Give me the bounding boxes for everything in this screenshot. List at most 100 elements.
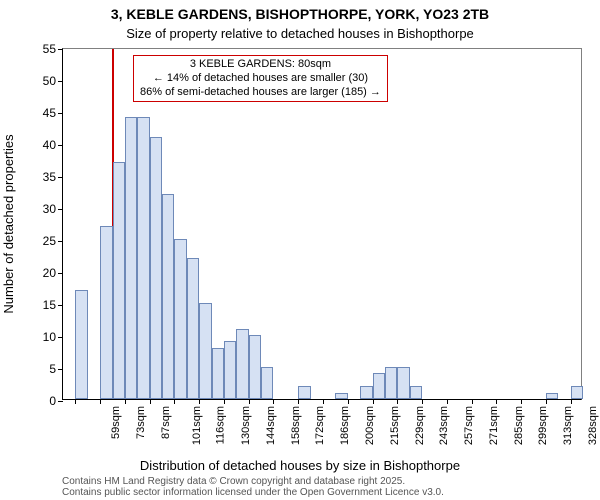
y-tick-label: 0 [49, 394, 56, 408]
histogram-bar [335, 393, 347, 399]
histogram-bar [125, 117, 137, 399]
annotation-box: 3 KEBLE GARDENS: 80sqm← 14% of detached … [133, 55, 388, 102]
x-tick [447, 399, 448, 404]
y-tick-label: 20 [43, 266, 56, 280]
chart-title: 3, KEBLE GARDENS, BISHOPTHORPE, YORK, YO… [0, 6, 600, 22]
x-tick [298, 399, 299, 404]
x-tick-label: 271sqm [488, 406, 500, 445]
histogram-bar [174, 239, 186, 399]
x-tick-label: 186sqm [339, 406, 351, 445]
property-size-histogram: 3, KEBLE GARDENS, BISHOPTHORPE, YORK, YO… [0, 0, 600, 500]
y-tick [58, 305, 63, 306]
y-tick [58, 273, 63, 274]
x-tick-label: 285sqm [513, 406, 525, 445]
histogram-bar [150, 137, 162, 399]
footer-line: Contains HM Land Registry data © Crown c… [0, 476, 600, 487]
x-tick [249, 399, 250, 404]
y-tick-label: 30 [43, 202, 56, 216]
x-tick [150, 399, 151, 404]
x-tick [100, 399, 101, 404]
x-tick-label: 87sqm [160, 406, 172, 439]
x-tick [496, 399, 497, 404]
footer-attribution: Contains HM Land Registry data © Crown c… [0, 476, 600, 498]
histogram-bar [373, 373, 385, 399]
x-tick-label: 313sqm [562, 406, 574, 445]
y-tick [58, 401, 63, 402]
x-tick-label: 59sqm [110, 406, 122, 439]
x-tick [373, 399, 374, 404]
y-axis-label: Number of detached properties [1, 134, 16, 313]
x-tick-label: 73sqm [135, 406, 147, 439]
plot-area: 3 KEBLE GARDENS: 80sqm← 14% of detached … [62, 48, 582, 400]
y-tick [58, 49, 63, 50]
x-tick-label: 101sqm [191, 406, 203, 445]
histogram-bar [397, 367, 409, 399]
histogram-bar [199, 303, 211, 399]
x-tick-label: 200sqm [364, 406, 376, 445]
histogram-bar [410, 386, 422, 399]
histogram-bar [137, 117, 149, 399]
y-tick-label: 10 [43, 330, 56, 344]
y-tick [58, 81, 63, 82]
x-tick [397, 399, 398, 404]
annotation-line: 3 KEBLE GARDENS: 80sqm [140, 58, 381, 72]
y-tick [58, 209, 63, 210]
histogram-bar [360, 386, 372, 399]
x-tick [174, 399, 175, 404]
y-tick-label: 35 [43, 170, 56, 184]
x-tick-label: 328sqm [587, 406, 599, 445]
x-tick-label: 144sqm [265, 406, 277, 445]
y-tick-label: 50 [43, 74, 56, 88]
histogram-bar [236, 329, 248, 399]
y-tick-label: 45 [43, 106, 56, 120]
x-tick [323, 399, 324, 404]
histogram-bar [571, 386, 583, 399]
y-tick [58, 177, 63, 178]
y-tick-label: 25 [43, 234, 56, 248]
x-axis-label: Distribution of detached houses by size … [0, 458, 600, 473]
x-tick [75, 399, 76, 404]
histogram-bar [385, 367, 397, 399]
x-tick-label: 299sqm [537, 406, 549, 445]
histogram-bar [113, 162, 125, 399]
y-tick [58, 369, 63, 370]
y-tick [58, 241, 63, 242]
x-tick [422, 399, 423, 404]
histogram-bar [187, 258, 199, 399]
x-tick [125, 399, 126, 404]
histogram-bar [75, 290, 87, 399]
y-tick-label: 55 [43, 42, 56, 56]
footer-line: Contains public sector information licen… [0, 487, 600, 498]
x-tick [472, 399, 473, 404]
y-tick [58, 145, 63, 146]
histogram-bar [249, 335, 261, 399]
histogram-bar [546, 393, 558, 399]
x-tick-label: 158sqm [290, 406, 302, 445]
x-tick [273, 399, 274, 404]
x-tick-label: 130sqm [240, 406, 252, 445]
x-tick-label: 243sqm [438, 406, 450, 445]
y-tick-label: 5 [49, 362, 56, 376]
x-tick-label: 229sqm [414, 406, 426, 445]
annotation-line: 86% of semi-detached houses are larger (… [140, 86, 381, 100]
histogram-bar [298, 386, 310, 399]
histogram-bar [100, 226, 112, 399]
histogram-bar [224, 341, 236, 399]
x-tick-label: 172sqm [315, 406, 327, 445]
y-tick [58, 113, 63, 114]
y-tick [58, 337, 63, 338]
histogram-bar [212, 348, 224, 399]
x-tick [199, 399, 200, 404]
histogram-bar [162, 194, 174, 399]
x-tick [224, 399, 225, 404]
y-tick-label: 15 [43, 298, 56, 312]
x-tick-label: 215sqm [389, 406, 401, 445]
y-tick-label: 40 [43, 138, 56, 152]
x-tick [571, 399, 572, 404]
x-tick [521, 399, 522, 404]
annotation-line: ← 14% of detached houses are smaller (30… [140, 72, 381, 86]
x-tick-label: 257sqm [463, 406, 475, 445]
x-tick [348, 399, 349, 404]
histogram-bar [261, 367, 273, 399]
chart-subtitle: Size of property relative to detached ho… [0, 26, 600, 41]
